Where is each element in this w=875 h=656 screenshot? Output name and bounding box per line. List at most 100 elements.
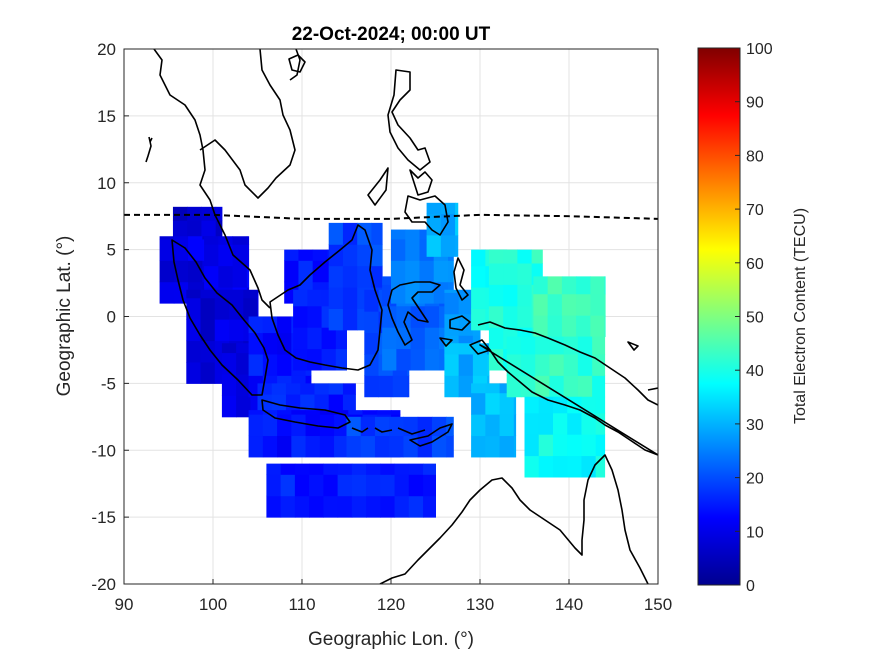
- tec-cell: [200, 340, 216, 363]
- tec-cell: [506, 336, 522, 355]
- tec-cell: [298, 249, 314, 261]
- colorbar-label: Total Electron Content (TECU): [792, 208, 809, 424]
- tec-cell: [200, 297, 216, 320]
- tec-cell: [277, 410, 292, 415]
- tec-cell: [351, 495, 367, 518]
- tec-cell: [200, 361, 216, 384]
- tec-cell: [471, 383, 486, 394]
- tec-cell: [380, 474, 396, 497]
- tec-cell: [503, 249, 518, 264]
- tec-cell: [364, 375, 380, 398]
- tec-cell: [342, 287, 358, 309]
- tec-cell: [364, 332, 380, 355]
- tec-cell: [172, 206, 188, 221]
- tec-cell: [567, 434, 582, 457]
- tec-cell: [563, 375, 579, 398]
- y-tick-label: 5: [107, 241, 116, 260]
- tec-cell: [408, 463, 424, 475]
- tec-cell: [520, 353, 536, 376]
- tec-cell: [552, 412, 568, 435]
- tec-cell: [374, 416, 390, 437]
- tec-cell: [277, 435, 292, 458]
- tec-cell: [291, 414, 307, 437]
- tec-cell: [503, 305, 518, 328]
- tec-cell: [266, 495, 282, 518]
- tec-cell: [246, 244, 250, 267]
- tec-cell: [604, 276, 606, 295]
- colorbar-tick-label: 80: [746, 148, 764, 165]
- tec-cell: [257, 383, 273, 395]
- tec-cell: [444, 292, 460, 315]
- tec-cell: [458, 353, 474, 376]
- colorbar-tick-label: 50: [746, 310, 764, 327]
- tec-cell: [277, 332, 292, 355]
- tec-cell: [499, 435, 515, 458]
- tec-cell: [531, 263, 543, 285]
- tec-cell: [433, 260, 449, 283]
- tec-cell: [334, 435, 349, 458]
- tec-cell: [396, 305, 412, 328]
- tec-cell: [549, 375, 565, 398]
- tec-cell: [440, 213, 456, 236]
- tec-cell: [503, 263, 518, 285]
- tec-cell: [426, 213, 442, 236]
- tec-cell: [291, 410, 307, 415]
- coastline-sumatra: [171, 239, 269, 396]
- tec-cell: [371, 244, 383, 267]
- tec-cell: [285, 383, 301, 395]
- tec-cell: [342, 222, 358, 245]
- tec-cell: [561, 315, 577, 338]
- tec-cell: [186, 361, 202, 384]
- tec-cell: [567, 396, 582, 414]
- tec-cell: [360, 435, 376, 458]
- tec-cell: [595, 455, 606, 478]
- y-tick-label: -10: [91, 441, 116, 460]
- tec-cell: [538, 455, 554, 478]
- tec-cell: [200, 289, 216, 299]
- tec-cell: [444, 289, 460, 293]
- colorbar-tick-label: 70: [746, 202, 764, 219]
- tec-cell: [431, 435, 447, 458]
- tec-cell: [444, 353, 460, 376]
- colorbar-tick-label: 40: [746, 363, 764, 380]
- tec-cell: [535, 336, 550, 355]
- tec-cell: [328, 222, 344, 245]
- tec-cell: [577, 353, 593, 376]
- tec-cell: [391, 238, 406, 261]
- tec-cell: [517, 249, 533, 264]
- tec-cell: [517, 305, 533, 328]
- tec-cell: [319, 435, 335, 458]
- tec-cell: [391, 229, 406, 240]
- tec-cell: [592, 375, 606, 398]
- tec-cell: [321, 327, 337, 350]
- tec-cell: [567, 412, 582, 435]
- y-tick-label: -15: [91, 508, 116, 527]
- tec-cell: [590, 315, 606, 338]
- tec-cell: [576, 276, 591, 295]
- tec-cell: [229, 319, 244, 342]
- tec-cell: [488, 327, 504, 350]
- tec-cell: [417, 435, 433, 458]
- tec-cell: [520, 336, 536, 355]
- tec-cell: [366, 474, 381, 497]
- tec-cell: [455, 234, 459, 257]
- tec-cell: [229, 289, 244, 299]
- x-axis-label: Geographic Lon. (°): [308, 629, 474, 650]
- tec-cell: [595, 434, 606, 457]
- tec-cell: [391, 260, 406, 283]
- y-tick-label: -20: [91, 575, 116, 594]
- tec-cell: [513, 392, 517, 415]
- tec-cell: [577, 375, 593, 398]
- tec-cell: [246, 236, 250, 245]
- tec-cell: [371, 222, 383, 245]
- tec-cell: [371, 265, 383, 288]
- tec-cell: [248, 353, 264, 376]
- tec-cell: [590, 276, 606, 295]
- tec-cell: [382, 276, 397, 285]
- tec-cell: [271, 383, 287, 395]
- tec-cell: [439, 348, 445, 371]
- tec-cell: [552, 396, 568, 414]
- tec-cell: [159, 281, 175, 304]
- tec-cell: [293, 289, 308, 307]
